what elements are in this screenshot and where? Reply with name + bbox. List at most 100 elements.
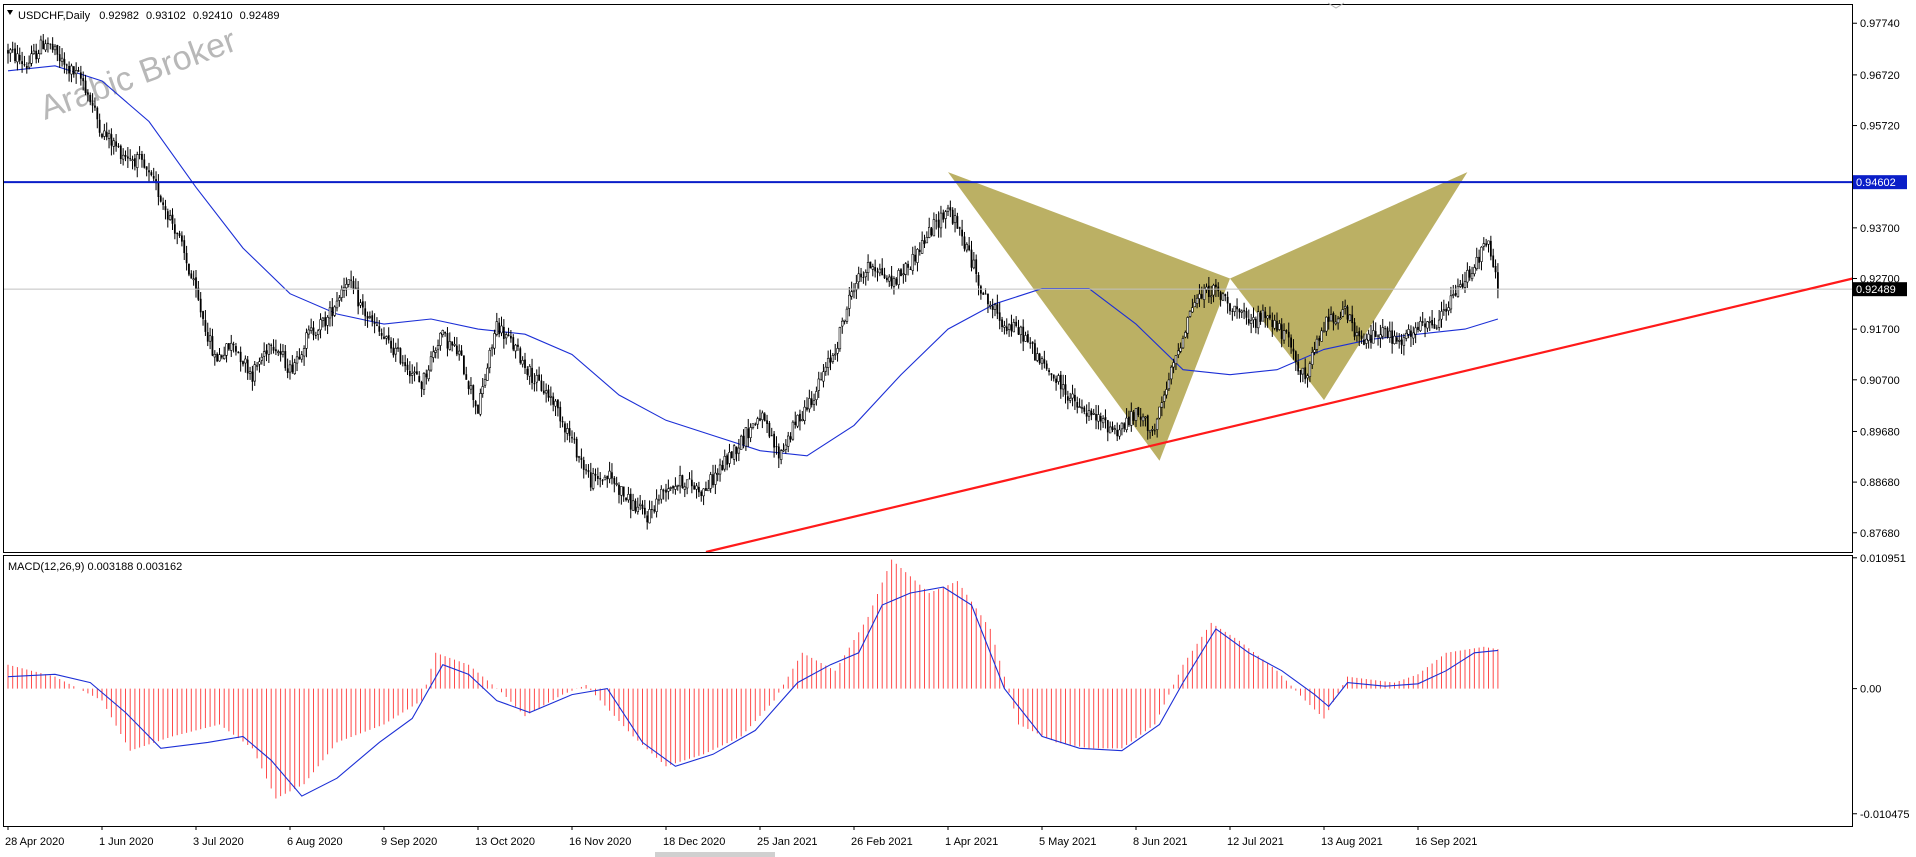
candle-body-bear xyxy=(237,351,240,354)
candle-body-bull xyxy=(1003,325,1006,328)
candle-body-bull xyxy=(340,289,343,298)
candle-body-bear xyxy=(406,364,409,371)
candle-body-bull xyxy=(495,321,498,335)
candle-body-bull xyxy=(916,249,919,263)
time-tick-label: 5 May 2021 xyxy=(1039,836,1096,848)
candle-body-bear xyxy=(119,145,122,160)
candles xyxy=(7,34,1499,530)
candle-body-bear xyxy=(404,362,407,367)
candle-body-bull xyxy=(833,353,837,356)
candle-body-bear xyxy=(883,274,886,279)
candle-body-bear xyxy=(408,371,411,377)
dropdown-triangle-icon[interactable] xyxy=(7,10,13,15)
candle-body-bull xyxy=(1195,297,1199,304)
candle-body-bear xyxy=(96,107,99,120)
candle-body-bear xyxy=(1417,326,1419,330)
candle-body-bull xyxy=(439,332,442,346)
candle-body-bull xyxy=(223,354,226,359)
candle-body-bull xyxy=(434,350,437,353)
candle-body-bear xyxy=(171,214,174,224)
candle-body-bear xyxy=(181,235,183,242)
candle-body-bear xyxy=(84,80,87,93)
candle-body-bear xyxy=(1360,335,1363,339)
candle-body-bear xyxy=(766,420,768,424)
candle-body-bull xyxy=(1339,317,1342,320)
candle-body-bear xyxy=(700,491,703,496)
candle-body-bull xyxy=(1466,270,1469,283)
candle-body-bull xyxy=(457,350,461,355)
candle-body-bear xyxy=(1294,351,1297,363)
candle-body-bear xyxy=(820,379,822,381)
candle-body-bear xyxy=(463,355,465,375)
candle-body-bear xyxy=(1297,361,1300,372)
candle-body-bull xyxy=(1240,310,1243,313)
candle-body-bear xyxy=(387,335,390,341)
candle-body-bull xyxy=(946,207,950,212)
candle-body-bull xyxy=(1061,384,1065,390)
candle-body-bear xyxy=(1219,291,1222,300)
candle-body-bear xyxy=(1433,323,1436,329)
candle-body-bear xyxy=(956,216,959,229)
candle-body-bull xyxy=(427,369,430,380)
candle-body-bear xyxy=(982,292,985,295)
candle-body-bull xyxy=(1301,367,1305,375)
candle-body-bull xyxy=(1024,335,1027,342)
candle-body-bear xyxy=(239,351,242,363)
candle-body-bull xyxy=(253,364,256,382)
candle-body-bull xyxy=(638,503,642,507)
candle-body-bear xyxy=(159,196,162,202)
candle-body-bull xyxy=(262,351,266,357)
candle-body-bull xyxy=(347,279,350,285)
time-tick-label: 12 Jul 2021 xyxy=(1227,836,1284,848)
candle-body-bull xyxy=(1278,323,1281,330)
price-tick-label: 0.88680 xyxy=(1860,477,1900,489)
candle-body-bull xyxy=(667,488,670,492)
candle-body-bull xyxy=(74,70,78,75)
candle-body-bull xyxy=(1191,307,1194,313)
candle-body-bear xyxy=(1292,348,1295,352)
candle-body-bull xyxy=(714,472,717,485)
candle-body-bear xyxy=(1395,337,1398,342)
candle-body-bear xyxy=(1052,374,1055,379)
candle-body-bull xyxy=(326,317,329,326)
candle-body-bear xyxy=(1386,327,1389,338)
candle-body-bull xyxy=(1071,393,1074,399)
candle-body-bull xyxy=(260,356,263,361)
candle-body-bull xyxy=(631,500,635,511)
candle-body-bear xyxy=(420,381,423,389)
candle-body-bull xyxy=(779,450,783,460)
candle-body-bull xyxy=(544,390,548,394)
candle-body-bear xyxy=(1461,283,1464,288)
candle-body-bull xyxy=(1379,334,1382,339)
candle-body-bull xyxy=(436,345,440,350)
candle-body-bear xyxy=(220,355,223,358)
candle-body-bull xyxy=(70,65,73,75)
candle-body-bear xyxy=(510,335,512,339)
candle-body-bull xyxy=(528,366,531,377)
candle-body-bear xyxy=(963,236,966,249)
candle-body-bull xyxy=(965,243,969,251)
candle-body-bull xyxy=(843,319,846,322)
trendline[interactable] xyxy=(705,277,1854,554)
candle-body-bear xyxy=(533,383,536,385)
candle-body-bear xyxy=(195,277,197,290)
candle-body-bull xyxy=(345,283,348,289)
candle-body-bear xyxy=(580,457,583,460)
candle-body-bull xyxy=(486,367,489,381)
candle-body-bull xyxy=(695,485,698,490)
candle-body-bear xyxy=(232,344,235,346)
candle-body-bear xyxy=(542,390,545,394)
candle-body-bull xyxy=(53,45,57,51)
candle-body-bear xyxy=(564,423,566,433)
price-tick-label: 0.91700 xyxy=(1860,324,1900,336)
candle-body-bull xyxy=(1475,256,1478,270)
candle-body-bull xyxy=(1160,402,1164,408)
candle-body-bear xyxy=(284,351,287,369)
candle-body-bull xyxy=(852,289,856,293)
candle-body-bull xyxy=(309,327,313,331)
horizontal-scrollbar[interactable] xyxy=(655,852,775,857)
candle-body-bear xyxy=(949,207,952,211)
candle-body-bull xyxy=(737,447,741,454)
candle-body-bear xyxy=(585,469,587,471)
